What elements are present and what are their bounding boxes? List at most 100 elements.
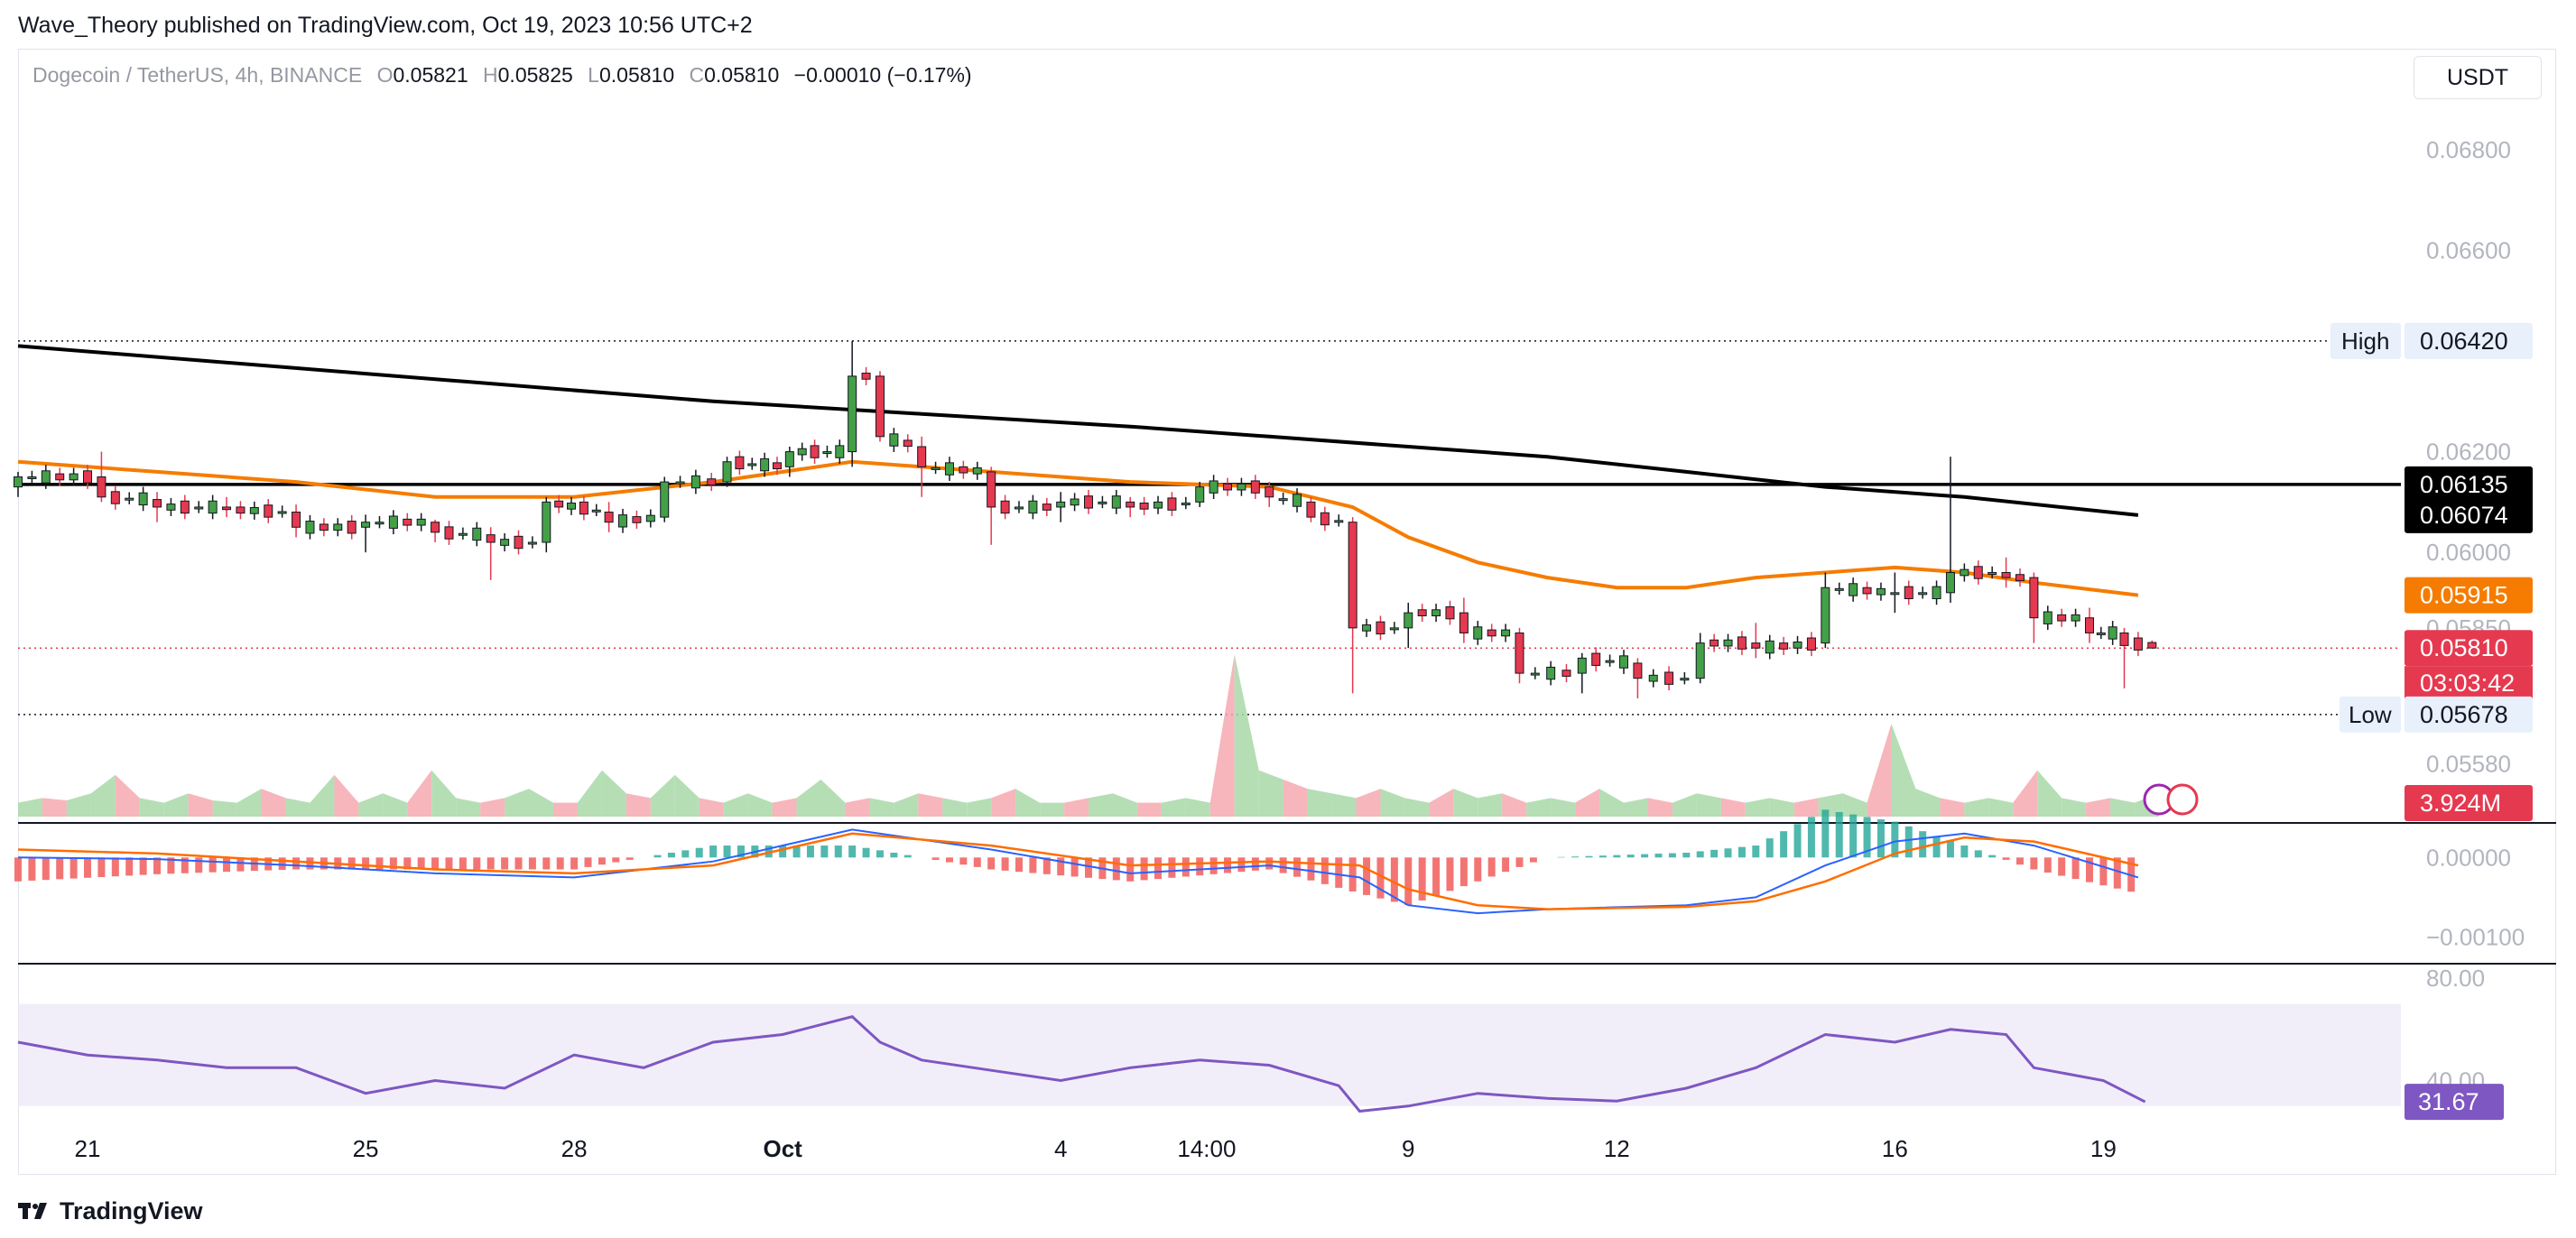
candle-body[interactable] [1014, 506, 1024, 510]
candle-body[interactable] [222, 506, 232, 511]
candle-body[interactable] [277, 511, 287, 514]
candle-body[interactable] [542, 501, 551, 543]
candle-body[interactable] [1181, 502, 1191, 505]
candle-body[interactable] [1806, 637, 1816, 651]
candle-body[interactable] [1473, 626, 1483, 640]
symbol-label[interactable]: Dogecoin / TetherUS, 4h, BINANCE [32, 63, 363, 87]
candle-body[interactable] [1695, 642, 1705, 679]
candle-body[interactable] [1723, 639, 1733, 647]
candle-body[interactable] [2057, 614, 2067, 622]
candle-body[interactable] [889, 433, 899, 447]
candle-body[interactable] [2108, 626, 2117, 640]
candle-body[interactable] [579, 501, 588, 515]
candle-body[interactable] [645, 514, 655, 522]
candle-body[interactable] [735, 456, 745, 470]
candle-body[interactable] [1167, 497, 1177, 511]
candle-body[interactable] [1209, 480, 1219, 494]
candle-body[interactable] [2147, 642, 2157, 649]
candle-body[interactable] [1306, 501, 1316, 518]
us-flag-icon[interactable] [2166, 783, 2199, 816]
candle-body[interactable] [1487, 629, 1496, 637]
candle-body[interactable] [1334, 520, 1344, 523]
candle-body[interactable] [1751, 642, 1761, 649]
candle-body[interactable] [1561, 670, 1571, 677]
candle-body[interactable] [1945, 571, 1955, 594]
candle-body[interactable] [1890, 592, 1900, 596]
candle-body[interactable] [675, 481, 685, 485]
candle-body[interactable] [861, 373, 871, 380]
candle-body[interactable] [1098, 501, 1107, 504]
candle-body[interactable] [1237, 483, 1246, 491]
candle-body[interactable] [2084, 617, 2094, 633]
candle-body[interactable] [1648, 674, 1658, 682]
candle-body[interactable] [444, 526, 454, 540]
candle-body[interactable] [83, 470, 93, 484]
candle-body[interactable] [1501, 629, 1511, 637]
candle-body[interactable] [1619, 655, 1628, 669]
candle-body[interactable] [347, 521, 357, 534]
candle-body[interactable] [1404, 612, 1413, 629]
candle-body[interactable] [747, 463, 757, 467]
candle-body[interactable] [1265, 486, 1274, 498]
candle-body[interactable] [292, 512, 301, 528]
candle-body[interactable] [1126, 501, 1135, 508]
candle-body[interactable] [1432, 609, 1441, 616]
candle-body[interactable] [1250, 480, 1260, 494]
candle-body[interactable] [760, 457, 770, 472]
candle-body[interactable] [1988, 571, 1997, 575]
candle-body[interactable] [41, 470, 51, 484]
candle-body[interactable] [931, 467, 941, 470]
candle-body[interactable] [1737, 636, 1747, 650]
candle-body[interactable] [1417, 609, 1427, 616]
candle-body[interactable] [810, 445, 820, 458]
candle-body[interactable] [305, 521, 315, 534]
candle-body[interactable] [554, 500, 564, 508]
candle-body[interactable] [14, 476, 23, 488]
candle-body[interactable] [604, 512, 614, 523]
candle-body[interactable] [264, 504, 273, 518]
candle-body[interactable] [987, 471, 996, 508]
candle-body[interactable] [1960, 568, 1969, 577]
candle-body[interactable] [527, 541, 537, 545]
candle-body[interactable] [835, 445, 845, 458]
candle-body[interactable] [1779, 642, 1789, 650]
currency-button[interactable]: USDT [2414, 56, 2542, 99]
candle-body[interactable] [1821, 587, 1830, 644]
candle-body[interactable] [1862, 587, 1872, 595]
candle-body[interactable] [1278, 498, 1288, 502]
candle-body[interactable] [2043, 611, 2052, 624]
candle-body[interactable] [458, 532, 468, 536]
candle-body[interactable] [1973, 566, 1983, 579]
candle-body[interactable] [1793, 641, 1802, 649]
candle-body[interactable] [472, 527, 482, 541]
candle-body[interactable] [514, 535, 524, 550]
candle-body[interactable] [2029, 577, 2039, 619]
candle-body[interactable] [1664, 671, 1674, 685]
candle-body[interactable] [2096, 632, 2106, 635]
candle-body[interactable] [632, 516, 642, 523]
candle-body[interactable] [917, 446, 927, 467]
candle-body[interactable] [1710, 639, 1719, 647]
candle-body[interactable] [944, 462, 954, 476]
candle-body[interactable] [784, 451, 794, 467]
candle-body[interactable] [797, 448, 807, 456]
candle-body[interactable] [236, 506, 246, 514]
candle-body[interactable] [1362, 624, 1372, 632]
candle-body[interactable] [1389, 627, 1399, 631]
candle-body[interactable] [1546, 666, 1556, 680]
candle-body[interactable] [319, 523, 329, 531]
candle-body[interactable] [486, 534, 496, 543]
candle-body[interactable] [1223, 483, 1233, 491]
candle-body[interactable] [110, 491, 120, 504]
candle-body[interactable] [1348, 522, 1357, 629]
candle-body[interactable] [1680, 678, 1690, 681]
candle-body[interactable] [1591, 652, 1601, 666]
candle-body[interactable] [194, 506, 204, 510]
candle-body[interactable] [1530, 672, 1540, 676]
candle-body[interactable] [1084, 495, 1093, 509]
candle-body[interactable] [1577, 657, 1587, 674]
candle-body[interactable] [959, 466, 968, 474]
candle-body[interactable] [431, 522, 440, 533]
candle-body[interactable] [249, 507, 259, 514]
candle-body[interactable] [375, 522, 385, 525]
